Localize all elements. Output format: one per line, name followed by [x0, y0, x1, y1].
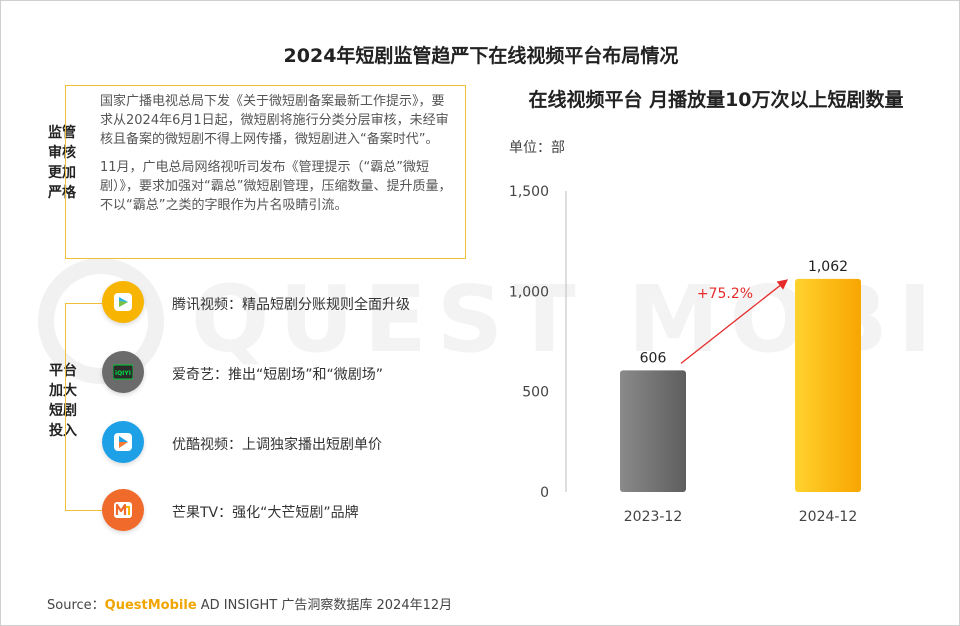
source-prefix: Source： — [47, 598, 105, 613]
plat-label-line-4: 投入 — [49, 423, 77, 439]
regulation-section-label: 监管 审核 更加 严格 — [42, 123, 82, 203]
tencent-video-icon — [102, 281, 144, 323]
platform-item-mango-tv: 芒果TV：强化“大芒短剧”品牌 — [172, 505, 359, 521]
y-tick-label: 0 — [540, 485, 549, 501]
x-tick-label: 2023-12 — [624, 509, 683, 525]
bar-value-label: 606 — [640, 350, 667, 366]
plat-label-line-2: 加大 — [49, 383, 77, 399]
platform-item-tencent-video: 腾讯视频：精品短剧分账规则全面升级 — [172, 297, 410, 313]
reg-label-line-1: 监管 — [48, 125, 76, 141]
mango-tv-icon — [102, 489, 144, 531]
growth-arrow — [680, 279, 789, 364]
reg-label-line-3: 更加 — [48, 165, 76, 181]
platform-bracket — [65, 303, 105, 511]
y-tick-label: 500 — [522, 385, 549, 401]
bar-2024-12 — [795, 278, 861, 492]
source-rest: AD INSIGHT 广告洞察数据库 2024年12月 — [196, 598, 453, 613]
chart-unit-label: 单位：部 — [509, 140, 565, 156]
reg-label-line-4: 严格 — [48, 185, 76, 201]
source-note: Source：QuestMobile AD INSIGHT 广告洞察数据库 20… — [47, 594, 452, 613]
main-title: 2024年短剧监管趋严下在线视频平台布局情况 — [283, 45, 679, 67]
source-brand: QuestMobile — [104, 598, 197, 613]
bar-2023-12 — [620, 370, 686, 492]
regulation-paragraph-1: 国家广播电视总局下发《关于微短剧备案最新工作提示》，要求从2024年6月1日起，… — [100, 94, 449, 147]
regulation-paragraph-2: 11月，广电总局网络视听司发布《管理提示（“霸总”微短剧）》，要求加强对“霸总”… — [100, 160, 452, 213]
regulation-box: 国家广播电视总局下发《关于微短剧备案最新工作提示》，要求从2024年6月1日起，… — [65, 85, 466, 259]
plat-label-line-1: 平台 — [49, 363, 77, 379]
x-tick-label: 2024-12 — [799, 509, 858, 525]
platform-item-youku: 优酷视频：上调独家播出短剧单价 — [172, 437, 382, 453]
iqiyi-badge-text: iQIYI — [115, 370, 131, 377]
youku-icon — [102, 421, 144, 463]
iqiyi-icon: iQIYI — [102, 351, 144, 393]
platform-item-iqiyi: 爱奇艺：推出“短剧场”和“微剧场” — [172, 367, 384, 383]
plat-label-line-3: 短剧 — [49, 403, 77, 419]
platform-section-label: 平台 加大 短剧 投入 — [43, 361, 83, 441]
chart-title: 在线视频平台 月播放量10万次以上短剧数量 — [528, 89, 904, 111]
y-tick-label: 1,500 — [509, 184, 549, 200]
reg-label-line-2: 审核 — [48, 145, 76, 161]
y-tick-label: 1,000 — [509, 284, 549, 300]
bar-value-label: 1,062 — [808, 259, 848, 275]
growth-label: +75.2% — [697, 286, 753, 302]
